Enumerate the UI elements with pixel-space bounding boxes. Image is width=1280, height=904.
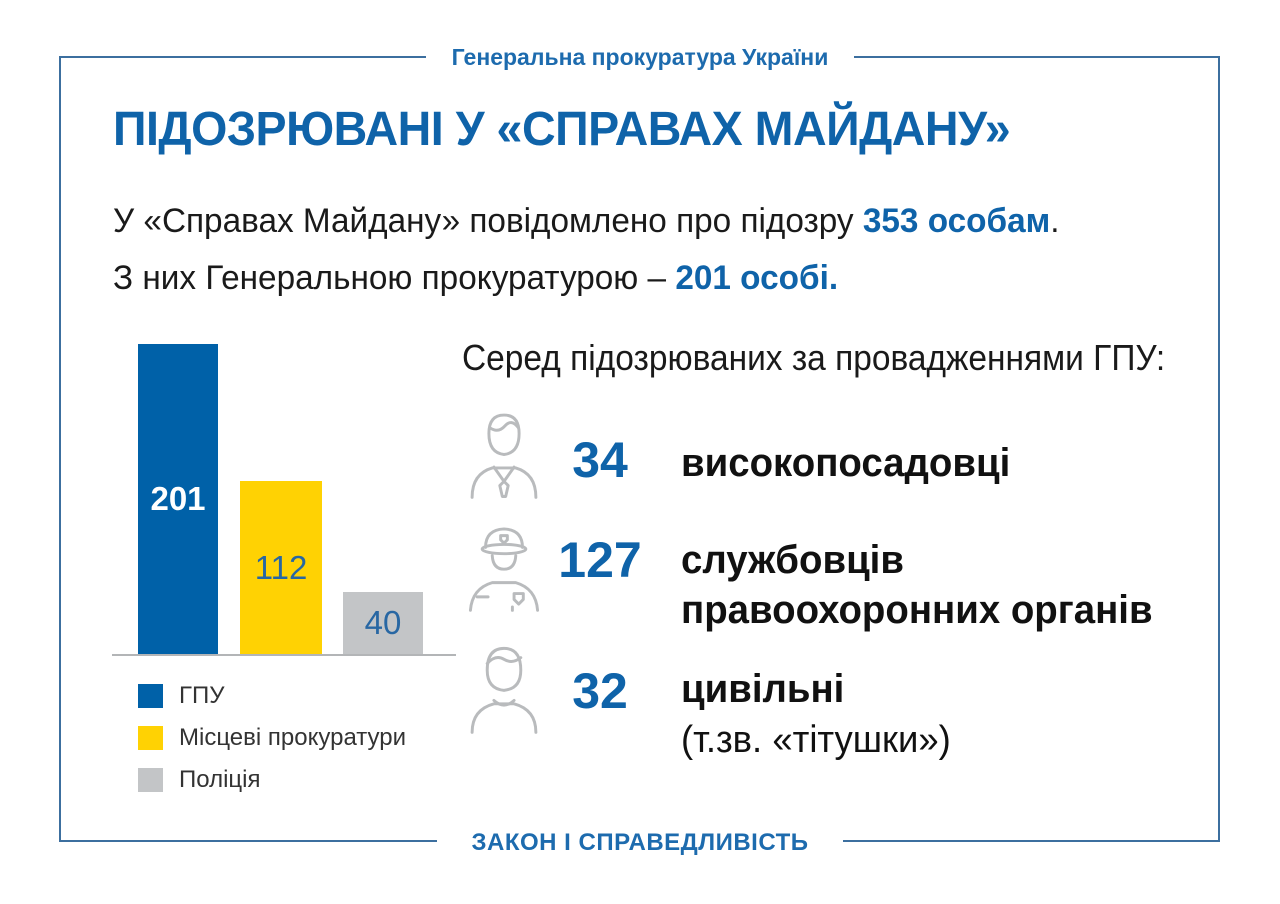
- legend-swatch-gray: [138, 768, 163, 792]
- bar-value-police: 40: [364, 604, 402, 641]
- intro-line2-highlight: 201 особі.: [675, 259, 839, 297]
- police-officer-icon: [462, 518, 546, 612]
- legend-item-police: Поліція: [138, 766, 406, 793]
- count-law-enforcement: 127: [558, 532, 642, 588]
- bar-police: 40: [343, 592, 423, 654]
- org-name-text: Генеральна прокуратура України: [425, 43, 855, 71]
- label-law-enforcement-line2: правоохоронних органів: [681, 588, 1153, 632]
- intro-line1-highlight: 353 особам: [862, 202, 1051, 240]
- intro-text: У «Справах Майдану» повідомлено про підо…: [113, 193, 1060, 307]
- legend-swatch-blue: [138, 684, 163, 708]
- slogan-text: ЗАКОН І СПРАВЕДЛИВІСТЬ: [437, 828, 843, 858]
- breakdown-row-law-enforcement: 127 службовців правоохоронних органів: [462, 518, 1172, 635]
- legend-label-police: Поліція: [179, 766, 261, 793]
- label-civilians: цивільні (т.зв. «тітушки»): [681, 664, 951, 765]
- official-icon: [462, 405, 546, 499]
- bar-local-prosecutors: 112: [240, 481, 322, 654]
- chart-baseline: [112, 654, 456, 656]
- legend-label-gpu: ГПУ: [179, 682, 225, 709]
- breakdown-row-civilians: 32 цивільні (т.зв. «тітушки»): [462, 640, 962, 765]
- legend-swatch-yellow: [138, 726, 163, 750]
- legend-label-local: Місцеві прокуратури: [179, 724, 407, 751]
- count-officials: 34: [572, 432, 628, 488]
- intro-line1-post: .: [1050, 202, 1060, 240]
- legend-item-gpu: ГПУ: [138, 682, 406, 709]
- label-civilians-line2: (т.зв. «тітушки»): [681, 719, 951, 761]
- intro-line2-pre: З них Генеральною прокуратурою –: [113, 259, 676, 297]
- civilian-icon: [462, 640, 546, 734]
- count-civilians: 32: [572, 663, 628, 719]
- breakdown-row-officials: 34 високопосадовці: [462, 405, 1024, 499]
- label-law-enforcement-line1: службовців: [681, 538, 904, 582]
- label-officials-line1: високопосадовці: [681, 441, 1011, 485]
- page-title: ПІДОЗРЮВАНІ У «СПРАВАХ МАЙДАНУ»: [113, 103, 1011, 156]
- bar-gpu: 201: [138, 344, 218, 654]
- header-org: Генеральна прокуратура України: [0, 43, 1280, 71]
- breakdown-heading: Серед підозрюваних за провадженнями ГПУ:: [462, 337, 1166, 378]
- intro-line1-pre: У «Справах Майдану» повідомлено про підо…: [113, 202, 863, 240]
- bar-value-local: 112: [254, 548, 308, 586]
- legend-item-local: Місцеві прокуратури: [138, 724, 407, 751]
- label-law-enforcement: службовців правоохоронних органів: [681, 535, 1153, 635]
- chart-legend: ГПУ Місцеві прокуратури Поліція: [138, 682, 407, 810]
- footer-slogan: ЗАКОН І СПРАВЕДЛИВІСТЬ: [0, 828, 1280, 858]
- bar-value-gpu: 201: [150, 480, 206, 517]
- label-officials: високопосадовці: [681, 438, 1010, 499]
- label-civilians-line1: цивільні: [681, 667, 845, 711]
